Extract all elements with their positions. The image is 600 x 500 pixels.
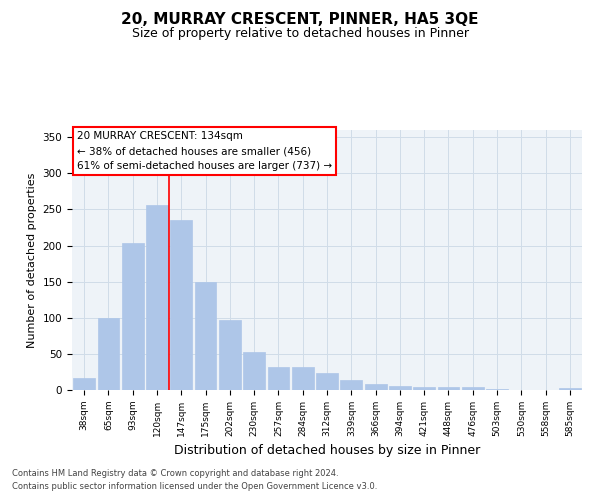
Text: 20 MURRAY CRESCENT: 134sqm
← 38% of detached houses are smaller (456)
61% of sem: 20 MURRAY CRESCENT: 134sqm ← 38% of deta… [77,132,332,171]
Bar [219,320,241,390]
Text: Contains public sector information licensed under the Open Government Licence v3: Contains public sector information licen… [12,482,377,491]
Bar [559,388,581,390]
Bar [316,372,338,390]
Bar [73,378,95,390]
Bar [97,318,119,390]
Bar [122,242,143,390]
Bar [194,282,217,390]
Bar [268,367,289,390]
Bar [437,387,460,390]
Bar [340,380,362,390]
Bar [462,387,484,390]
Text: 20, MURRAY CRESCENT, PINNER, HA5 3QE: 20, MURRAY CRESCENT, PINNER, HA5 3QE [121,12,479,28]
Text: Contains HM Land Registry data © Crown copyright and database right 2024.: Contains HM Land Registry data © Crown c… [12,468,338,477]
Bar [170,220,192,390]
Bar [243,352,265,390]
Bar [146,205,168,390]
Y-axis label: Number of detached properties: Number of detached properties [27,172,37,348]
Bar [413,387,435,390]
Text: Size of property relative to detached houses in Pinner: Size of property relative to detached ho… [131,28,469,40]
Bar [389,386,411,390]
Bar [365,384,386,390]
X-axis label: Distribution of detached houses by size in Pinner: Distribution of detached houses by size … [174,444,480,458]
Bar [292,367,314,390]
